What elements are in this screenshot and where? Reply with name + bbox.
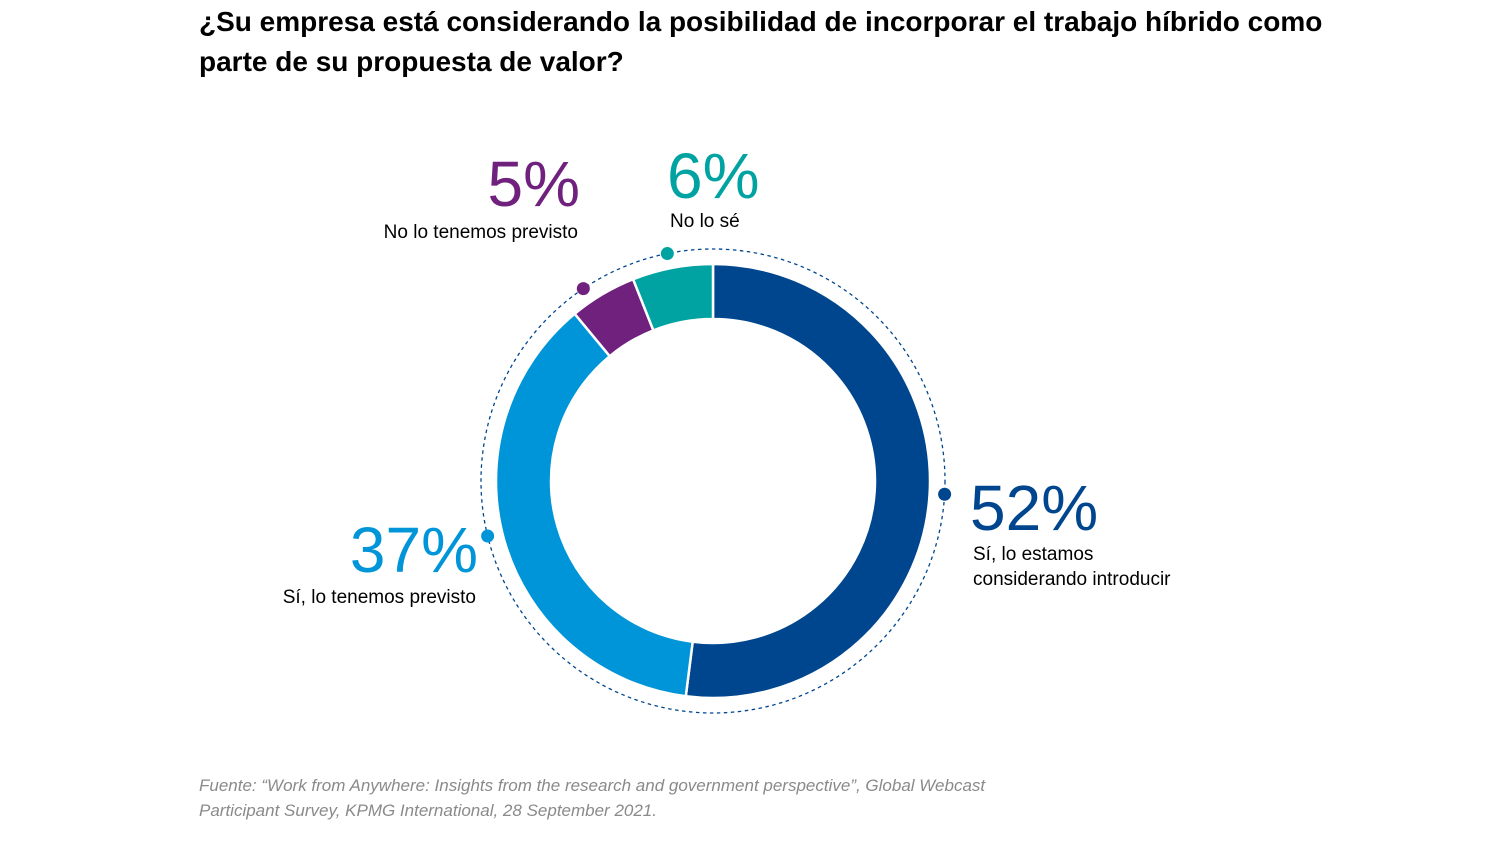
slice-category-label-0: Sí, lo estamos: [973, 544, 1093, 565]
slice-value-label-3: 6%: [667, 140, 760, 212]
slice-category-label-3: No lo sé: [670, 211, 740, 232]
slice-category-label-1: Sí, lo tenemos previsto: [283, 587, 476, 608]
slice-value-label-2: 5%: [488, 148, 581, 220]
donut-slice-1: [494, 312, 695, 698]
callout-dot-3: [660, 247, 674, 261]
slice-category-label-0-line1: considerando introducir: [973, 569, 1171, 590]
source-note: Fuente: “Work from Anywhere: Insights fr…: [199, 776, 986, 820]
slice-value-label-0: 52%: [970, 472, 1098, 544]
chart-title: ¿Su empresa está considerando la posibil…: [199, 6, 1323, 77]
callout-dot-2: [576, 282, 590, 296]
slice-value-label-1: 37%: [350, 514, 478, 586]
dashed-outline-circle: [480, 248, 946, 714]
slice-category-label-2: No lo tenemos previsto: [384, 222, 578, 243]
callout-dot-0: [938, 487, 952, 501]
callout-dot-1: [481, 529, 495, 543]
donut-slice-0: [684, 262, 932, 700]
donut-callouts: 52%Sí, lo estamos considerando introducir…: [283, 140, 1171, 608]
donut-slice-3: [631, 262, 715, 332]
donut-slices: [480, 248, 946, 714]
